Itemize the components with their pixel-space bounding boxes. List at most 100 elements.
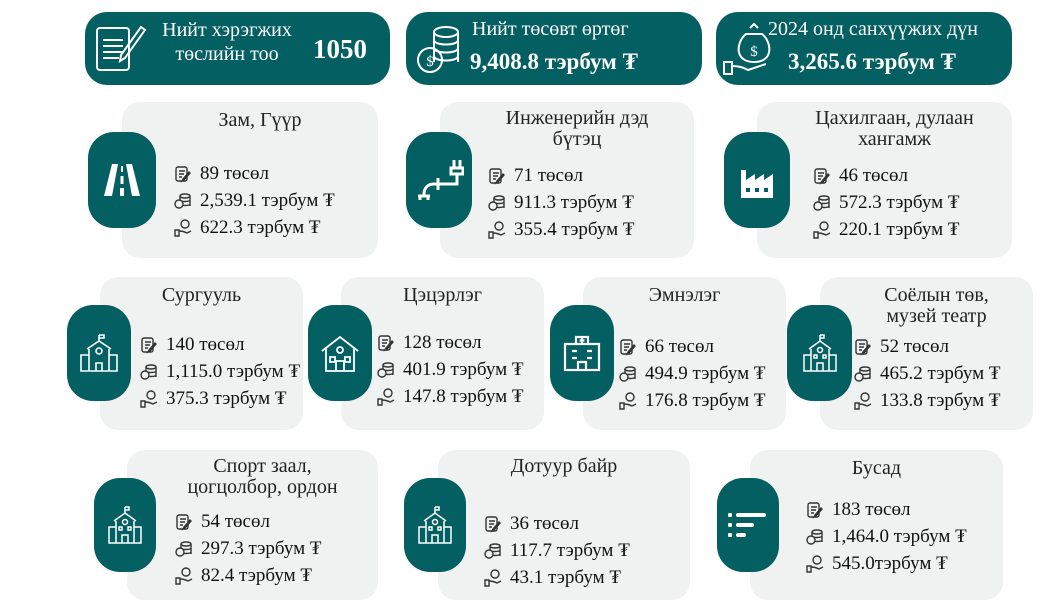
sector-title: Цахилгаан, дулаан хангамж [815,107,974,150]
funding-amount: 220.1 тэрбум ₮ [839,218,960,240]
coins-icon [488,194,505,211]
summary-budget-card: $ Нийт төсөвт өртөг 9,408.8 тэрбум ₮ [406,12,702,85]
budget-amount: 2,539.1 тэрбум ₮ [200,189,335,211]
sector-icon-box [88,132,156,228]
summary-funding-card: $ 2024 онд санхүүжих дүн 3,265.6 тэрбум … [716,12,1012,85]
sector-card-bg: Бусад 183 төсөл 1,464.0 тэрбум ₮ 545.0тэ… [750,450,1003,600]
stat-funding: 220.1 тэрбум ₮ [813,216,960,243]
summary-funding-label: 2024 онд санхүүжих дүн [768,18,978,40]
stat-funding: 545.0тэрбум ₮ [806,550,967,577]
sector-title: Зам, Гүүр [218,109,302,131]
stat-projects: 66 төсөл [619,333,766,360]
budget-amount: 572.3 тэрбум ₮ [839,191,960,213]
stat-projects: 71 төсөл [488,162,635,189]
stat-projects: 140 төсөл [140,331,300,358]
projects-count: 89 төсөл [200,162,269,184]
stat-funding: 147.8 тэрбум ₮ [377,383,524,410]
document-edit-icon [175,165,191,183]
list-icon [728,513,766,537]
stat-funding: 176.8 тэрбум ₮ [619,387,766,414]
money-hand-icon [619,391,637,410]
funding-amount: 82.4 тэрбум ₮ [201,564,313,586]
projects-count: 71 төсөл [514,164,583,186]
document-edit-icon [176,513,192,531]
svg-text:$: $ [426,54,434,70]
budget-amount: 1,464.0 тэрбум ₮ [832,525,967,547]
stat-budget: 297.3 тэрбум ₮ [175,535,322,562]
budget-amount: 117.7 тэрбум ₮ [510,539,630,561]
budget-amount: 1,115.0 тэрбум ₮ [166,360,301,382]
building-icon [108,506,142,544]
budget-amount: 465.2 тэрбум ₮ [880,362,1001,384]
funding-amount: 43.1 тэрбум ₮ [510,566,622,588]
projects-count: 36 төсөл [510,512,579,534]
coins-icon [806,528,823,545]
stat-budget: 465.2 тэрбум ₮ [854,360,1001,387]
stat-funding: 133.8 тэрбум ₮ [854,387,1001,414]
summary-funding-value: 3,265.6 тэрбум ₮ [788,49,956,74]
budget-amount: 297.3 тэрбум ₮ [201,537,322,559]
sector-icon-box [724,132,790,228]
coins-icon [140,363,157,380]
coins-icon [813,194,830,211]
document-edit-icon [620,338,636,356]
summary-projects-label-line2: төслийн тоо [175,43,279,65]
coins-stack-icon: $ [417,26,459,73]
sector-card-bg: Сургууль 140 төсөл 1,115.0 тэрбум ₮ 375.… [100,277,303,430]
coins-icon [174,192,191,209]
money-hand-icon [175,566,193,585]
coins-icon [377,361,394,378]
coins-icon [619,365,636,382]
funding-amount: 176.8 тэрбум ₮ [645,389,766,411]
stat-budget: 1,464.0 тэрбум ₮ [806,523,967,550]
money-hand-icon [488,220,506,239]
sector-card-bg: Зам, Гүүр 89 төсөл 2,539.1 тэрбум ₮ 622.… [122,102,378,258]
stat-funding: 355.4 тэрбум ₮ [488,216,635,243]
summary-budget-label: Нийт төсөвт өртөг [472,18,629,40]
money-hand-icon [377,387,395,406]
sector-icon-box [94,478,156,572]
stat-funding: 43.1 тэрбум ₮ [484,564,630,591]
sector-title: Дотуур байр [510,455,618,477]
stat-budget: 1,115.0 тэрбум ₮ [140,358,300,385]
budget-amount: 401.9 тэрбум ₮ [403,358,524,380]
sector-icon-box [717,478,779,572]
sector-card-bg: Спорт заал, цогцолбор, ордон 54 төсөл 29… [127,450,378,600]
money-hand-icon [813,220,831,239]
sector-icon-box [406,132,472,228]
building-icon [418,506,452,544]
sector-stats: 66 төсөл 494.9 тэрбум ₮ 176.8 тэрбум ₮ [619,333,766,414]
sector-card-bg: Инженерийн дэд бүтэц 71 төсөл 911.3 тэрб… [440,102,694,258]
sector-icon-box [404,478,466,572]
document-edit-icon [485,515,501,533]
sector-title: Инженерийн дэд бүтэц [505,107,649,150]
sector-card-bg: Соёлын төв, музей театр 52 төсөл 465.2 т… [820,277,1033,430]
projects-count: 183 төсөл [832,498,911,520]
sector-icon-box [67,305,131,401]
money-hand-icon [806,554,824,573]
road-icon [104,164,140,196]
summary-projects-value: 1050 [313,34,367,64]
sector-stats: 128 төсөл 401.9 тэрбум ₮ 147.8 тэрбум ₮ [377,329,524,410]
sector-stats: 36 төсөл 117.7 тэрбум ₮ 43.1 тэрбум ₮ [484,510,630,591]
stat-budget: 911.3 тэрбум ₮ [488,189,635,216]
summary-projects-label-line1: Нийт хэрэгжих [162,19,292,41]
document-edit-icon [141,336,157,354]
kindergarten-icon [321,335,359,372]
stat-budget: 117.7 тэрбум ₮ [484,537,630,564]
sector-stats: 46 төсөл 572.3 тэрбум ₮ 220.1 тэрбум ₮ [813,162,960,243]
budget-amount: 911.3 тэрбум ₮ [514,191,634,213]
stat-projects: 183 төсөл [806,496,967,523]
contract-pen-icon [96,25,147,71]
document-edit-icon [814,167,830,185]
sector-icon-box [308,305,372,401]
summary-projects-label: Нийт хэрэгжих төслийн тоо [151,18,303,66]
stat-projects: 54 төсөл [175,508,322,535]
hospital-icon [563,335,601,372]
stat-funding: 82.4 тэрбум ₮ [175,562,322,589]
sector-stats: 54 төсөл 297.3 тэрбум ₮ 82.4 тэрбум ₮ [175,508,322,589]
stat-projects: 52 төсөл [854,333,1001,360]
sector-stats: 183 төсөл 1,464.0 тэрбум ₮ 545.0тэрбум ₮ [806,496,967,577]
sector-icon-box [787,305,852,401]
money-hand-icon [174,218,192,237]
